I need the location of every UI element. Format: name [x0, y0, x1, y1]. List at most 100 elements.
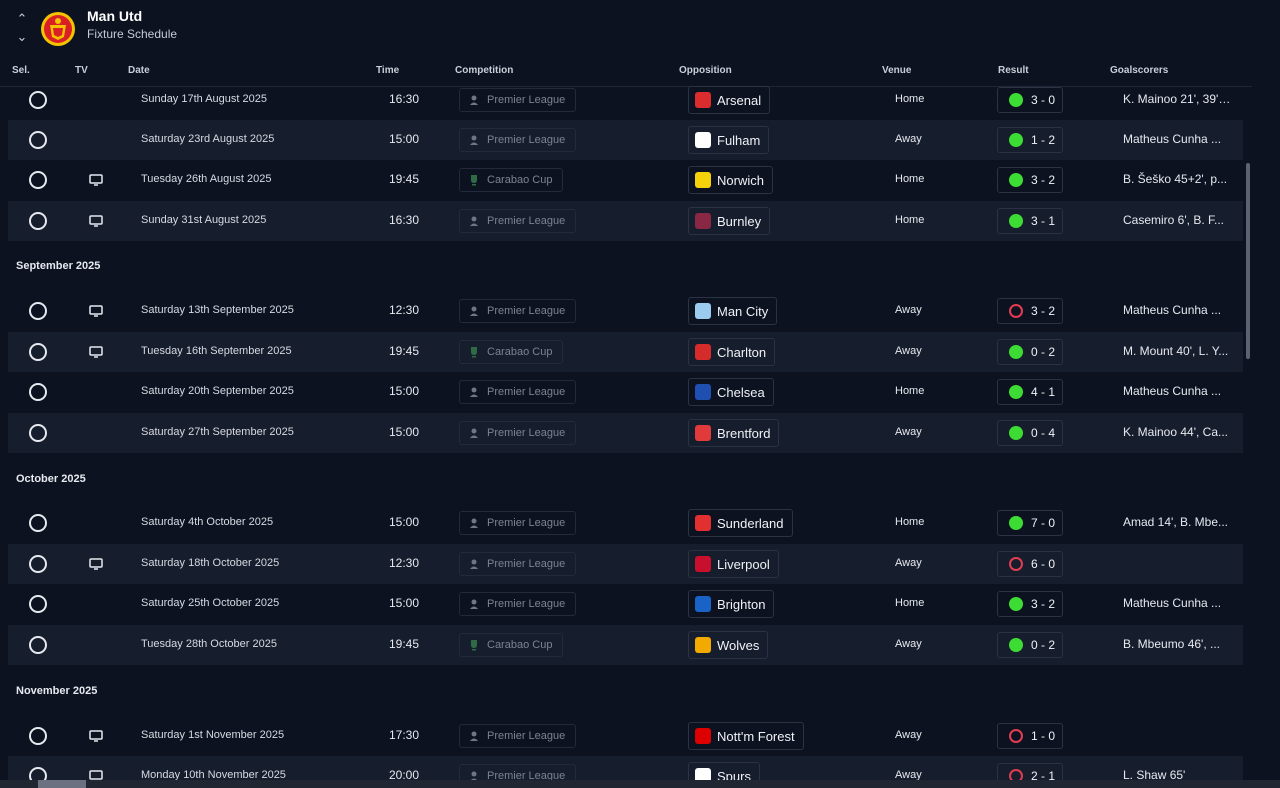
goalscorers: M. Mount 40', L. Y...	[1123, 344, 1229, 358]
competition-chip[interactable]: Premier League	[459, 764, 577, 780]
result-chip[interactable]: 1 - 0	[997, 723, 1063, 749]
premier-league-icon	[470, 731, 478, 741]
fixture-venue: Away	[895, 769, 922, 780]
column-header-goalscorers[interactable]: Goalscorers	[1110, 65, 1169, 76]
horizontal-scrollbar-track[interactable]	[0, 780, 1280, 788]
competition-chip[interactable]: Premier League	[459, 421, 577, 445]
select-radio[interactable]	[29, 171, 47, 189]
opposition-chip[interactable]: Man City	[688, 297, 778, 325]
opposition-chip[interactable]: Sunderland	[688, 509, 793, 537]
opposition-chip[interactable]: Burnley	[688, 207, 771, 235]
result-chip[interactable]: 3 - 0	[997, 87, 1063, 113]
fixture-row[interactable]: Saturday 23rd August 2025 15:00 Premier Le…	[8, 120, 1243, 160]
result-chip[interactable]: 1 - 2	[997, 127, 1063, 153]
fixture-row[interactable]: Monday 10th November 2025 20:00 Premier Le…	[8, 756, 1243, 780]
goalscorers: Amad 14', B. Mbe...	[1123, 515, 1229, 529]
fixture-venue: Home	[895, 385, 925, 397]
fixture-row[interactable]: Saturday 4th October 2025 15:00 Premier Le…	[8, 503, 1243, 543]
opposition-name: Fulham	[717, 132, 761, 148]
fixture-row[interactable]: Saturday 13th September 2025 12:30 Premier…	[8, 291, 1243, 331]
opposition-chip[interactable]: Brentford	[688, 419, 780, 447]
select-radio[interactable]	[29, 343, 47, 361]
opposition-chip[interactable]: Norwich	[688, 166, 773, 194]
opposition-chip[interactable]: Nott'm Forest	[688, 722, 804, 750]
opposition-name: Spurs	[717, 768, 751, 781]
opposition-chip[interactable]: Liverpool	[688, 550, 779, 578]
column-header-opposition[interactable]: Opposition	[679, 65, 732, 76]
result-chip[interactable]: 6 - 0	[997, 551, 1063, 577]
fixture-row[interactable]: Saturday 20th September 2025 15:00 Premier…	[8, 372, 1243, 412]
chevron-down-icon[interactable]: ⌄	[16, 29, 28, 44]
select-radio[interactable]	[29, 212, 47, 230]
competition-chip[interactable]: Premier League	[459, 724, 577, 748]
select-radio[interactable]	[29, 636, 47, 654]
result-chip[interactable]: 3 - 2	[997, 167, 1063, 193]
fixture-row[interactable]: Saturday 1st November 2025 17:30 Premier L…	[8, 716, 1243, 756]
select-radio[interactable]	[29, 595, 47, 613]
select-radio[interactable]	[29, 424, 47, 442]
competition-chip[interactable]: Premier League	[459, 209, 577, 233]
opposition-chip[interactable]: Chelsea	[688, 378, 774, 406]
fixture-row[interactable]: Tuesday 26th August 2025 19:45 Carabao Cup…	[8, 160, 1243, 200]
goalscorers: Matheus Cunha ...	[1123, 384, 1222, 398]
fixture-row[interactable]: Sunday 31st August 2025 16:30 Premier Leag…	[8, 201, 1243, 241]
opposition-chip[interactable]: Wolves	[688, 631, 769, 659]
opposition-chip[interactable]: Arsenal	[688, 86, 771, 114]
result-chip[interactable]: 0 - 4	[997, 420, 1063, 446]
competition-chip[interactable]: Carabao Cup	[459, 633, 564, 657]
column-header-time[interactable]: Time	[376, 65, 400, 76]
select-radio[interactable]	[29, 383, 47, 401]
competition-chip[interactable]: Premier League	[459, 511, 577, 535]
column-header-result[interactable]: Result	[998, 65, 1029, 76]
competition-chip[interactable]: Premier League	[459, 592, 577, 616]
column-header-sel[interactable]: Sel.	[12, 65, 30, 76]
competition-label: Carabao Cup	[487, 639, 553, 651]
win-dot-icon	[1009, 597, 1023, 611]
competition-chip[interactable]: Premier League	[459, 88, 577, 112]
select-radio[interactable]	[29, 767, 47, 780]
result-chip[interactable]: 2 - 1	[997, 763, 1063, 780]
result-chip[interactable]: 3 - 2	[997, 591, 1063, 617]
competition-chip[interactable]: Premier League	[459, 128, 577, 152]
opposition-chip[interactable]: Brighton	[688, 590, 775, 618]
month-heading: October 2025	[16, 473, 86, 485]
select-radio[interactable]	[29, 131, 47, 149]
competition-chip[interactable]: Carabao Cup	[459, 340, 564, 364]
fixture-row[interactable]: Tuesday 16th September 2025 19:45 Carabao …	[8, 332, 1243, 372]
opposition-name: Nott'm Forest	[717, 728, 795, 744]
result-chip[interactable]: 7 - 0	[997, 510, 1063, 536]
result-chip[interactable]: 3 - 2	[997, 298, 1063, 324]
select-radio[interactable]	[29, 555, 47, 573]
select-radio[interactable]	[29, 302, 47, 320]
column-header-venue[interactable]: Venue	[882, 65, 912, 76]
competition-chip[interactable]: Premier League	[459, 299, 577, 323]
goalscorers: B. Šeško 45+2', p...	[1123, 172, 1228, 186]
competition-chip[interactable]: Premier League	[459, 552, 577, 576]
fixture-time: 15:00	[389, 384, 420, 398]
select-radio[interactable]	[29, 514, 47, 532]
column-header-tv[interactable]: TV	[75, 65, 88, 76]
result-chip[interactable]: 4 - 1	[997, 379, 1063, 405]
result-score: 1 - 2	[1031, 133, 1056, 147]
vertical-scrollbar[interactable]	[1246, 163, 1250, 359]
opposition-chip[interactable]: Spurs	[688, 762, 760, 780]
column-header-date[interactable]: Date	[128, 65, 150, 76]
chevron-up-icon[interactable]: ⌃	[16, 11, 28, 26]
select-radio[interactable]	[29, 727, 47, 745]
fixture-row[interactable]: Tuesday 28th October 2025 19:45 Carabao Cu…	[8, 625, 1243, 665]
result-chip[interactable]: 0 - 2	[997, 632, 1063, 658]
fixture-row[interactable]: Saturday 18th October 2025 12:30 Premier L…	[8, 544, 1243, 584]
fixture-row[interactable]: Saturday 27th September 2025 15:00 Premier…	[8, 413, 1243, 453]
horizontal-scrollbar[interactable]	[38, 780, 86, 788]
select-radio[interactable]	[29, 91, 47, 109]
result-chip[interactable]: 0 - 2	[997, 339, 1063, 365]
competition-chip[interactable]: Carabao Cup	[459, 168, 564, 192]
opposition-chip[interactable]: Fulham	[688, 126, 770, 154]
team-badge-icon	[695, 384, 711, 400]
fixture-row[interactable]: Sunday 17th August 2025 16:30 Premier Leag…	[8, 86, 1243, 120]
fixture-row[interactable]: Saturday 25th October 2025 15:00 Premier L…	[8, 584, 1243, 624]
column-header-competition[interactable]: Competition	[455, 65, 514, 76]
opposition-chip[interactable]: Charlton	[688, 338, 776, 366]
competition-chip[interactable]: Premier League	[459, 380, 577, 404]
result-chip[interactable]: 3 - 1	[997, 208, 1063, 234]
